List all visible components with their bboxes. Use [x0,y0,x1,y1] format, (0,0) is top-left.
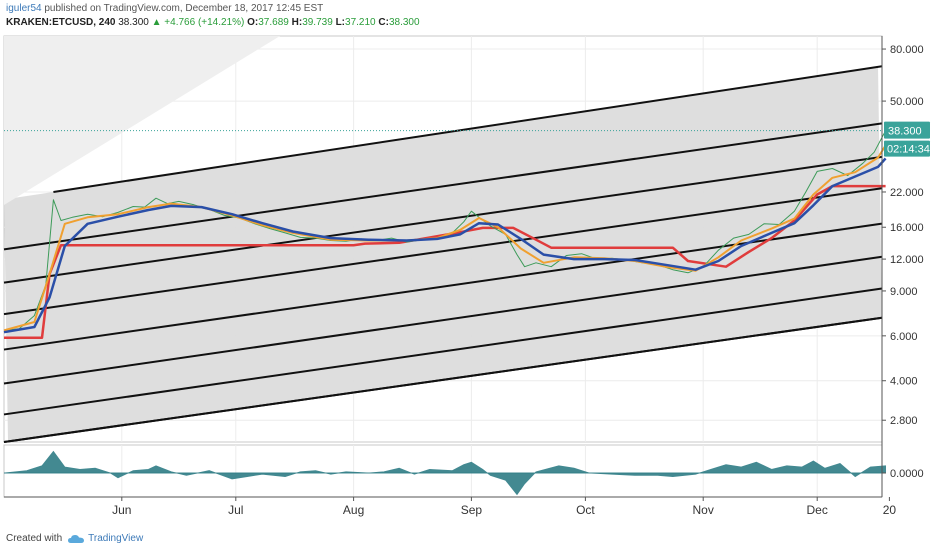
countdown-badge[interactable] [884,140,930,157]
change-value: ▲ +4.766 (+14.21%) [151,17,245,28]
channel-line-1[interactable] [53,65,883,193]
x-tick-label: Jul [228,503,243,517]
y-tick-label: 4.000 [890,376,918,388]
y-tick-label: 2.800 [890,415,918,427]
x-tick-label: Sep [461,503,483,517]
last-price-badge[interactable] [884,121,930,139]
y-tick-label: 6.000 [890,331,918,343]
channel-line-9[interactable] [3,316,883,443]
tradingview-cloud-icon [68,534,85,543]
last-value: 38.300 [118,17,149,28]
open-value: 37.689 [258,17,289,28]
low-label: L: [335,17,346,28]
y-tick-label: 16.000 [890,222,924,234]
footer: Created with TradingView [6,533,143,544]
y-tick-label: 50.000 [890,96,924,108]
low-value: 37.210 [345,17,376,28]
y-tick-label: 80.000 [890,44,924,56]
trailing-stop-line [4,184,886,339]
channel-line-7[interactable] [3,287,883,416]
channel-line-3[interactable] [3,155,883,284]
created-with-text: Created with [6,533,63,544]
publish-info: iguler54 published on TradingView.com, D… [6,3,323,14]
close-value: 38.300 [388,17,420,28]
channel-line-2[interactable] [3,122,883,251]
ohlc-legend: KRAKEN:ETCUSD, 240 38.300 ▲ +4.766 (+14.… [6,17,420,28]
channel-lines[interactable] [3,65,883,443]
close-label: C: [378,17,389,28]
x-tick-label: Aug [343,503,364,517]
x-tick-label: Jun [112,503,131,517]
channel-extension-shading [4,36,280,205]
symbol-label: KRAKEN:ETCUSD, 240 [6,17,116,28]
author-link[interactable]: iguler54 [6,3,42,14]
tradingview-link[interactable]: TradingView [68,533,143,544]
y-tick-label: 22.000 [890,187,924,199]
axes: 80.000 50.000 22.000 16.000 12.000 9.000 6.000… [4,36,930,517]
series-lines [3,130,887,339]
y-tick-label: 12.000 [890,254,924,266]
tradingview-brand: TradingView [88,533,144,544]
ema-fast-line [3,144,887,332]
x-tick-label: 20 [883,503,897,517]
channel-line-4[interactable] [3,187,883,316]
oscillator-pane [3,450,886,496]
x-tick-label: Dec [807,503,828,517]
countdown-badge-text: 02:14:34 [887,144,930,156]
ema-slow-line [3,157,887,334]
high-value: 39.739 [302,17,333,28]
x-tick-label: Oct [576,503,595,517]
x-tick-label: Nov [693,503,714,517]
publish-text: published on TradingView.com, December 1… [44,3,324,14]
y-tick-label: 9.000 [890,286,918,298]
open-label: O: [247,17,259,28]
last-price-badge-text: 38.300 [888,126,922,138]
oscillator-zero-label: 0.0000 [890,468,924,480]
high-label: H: [291,17,303,28]
channel-line-6[interactable] [3,255,883,385]
